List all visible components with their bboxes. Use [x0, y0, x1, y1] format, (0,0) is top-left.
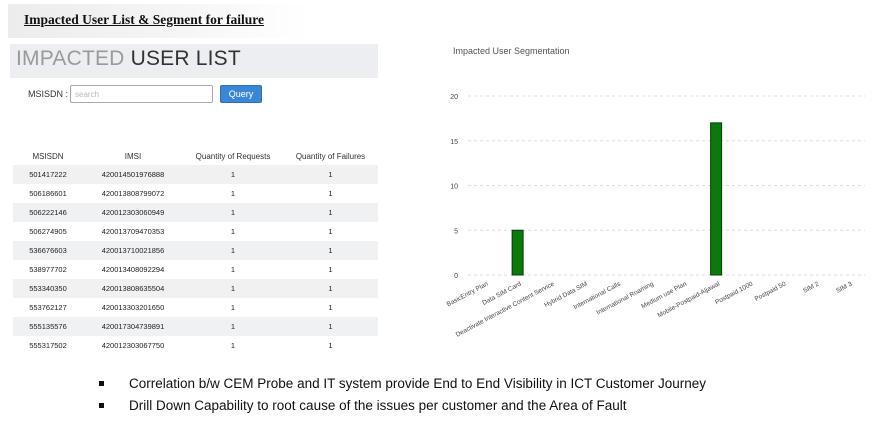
- user-list-title: IMPACTED USER LIST: [16, 47, 241, 71]
- cell-imsi: 420012303067750: [83, 336, 183, 355]
- cell-failures: 1: [283, 298, 378, 317]
- x-tick-label: SIM 2: [802, 280, 821, 294]
- table-row[interactable]: 506222146 420012303060949 1 1: [13, 203, 378, 222]
- cell-imsi: 420017304739891: [83, 317, 183, 336]
- document-heading: Impacted User List & Segment for failure: [8, 4, 308, 38]
- bullet-list: Correlation b/w CEM Probe and IT system …: [96, 376, 706, 420]
- cell-msisdn: 555135576: [13, 317, 83, 336]
- column-header-requests[interactable]: Quantity of Requests: [195, 151, 271, 161]
- table-row[interactable]: 553340350 420013808635504 1 1: [13, 279, 378, 298]
- cell-imsi: 420013808635504: [83, 279, 183, 298]
- x-tick-label: Postpaid 50: [754, 280, 788, 302]
- y-tick-label: 20: [450, 94, 458, 101]
- cell-msisdn: 506186601: [13, 184, 83, 203]
- bullet-item: Drill Down Capability to root cause of t…: [96, 398, 706, 420]
- cell-failures: 1: [283, 336, 378, 355]
- cell-imsi: 420012303060949: [83, 203, 183, 222]
- cell-msisdn: 553762127: [13, 298, 83, 317]
- user-list-title-light: IMPACTED: [16, 47, 131, 70]
- table-header-row: MSISDN IMSI Quantity of Requests Quantit…: [13, 147, 378, 165]
- bullet-item: Correlation b/w CEM Probe and IT system …: [96, 376, 706, 398]
- cell-requests: 1: [183, 279, 283, 298]
- cell-failures: 1: [283, 184, 378, 203]
- cell-imsi: 420013408092294: [83, 260, 183, 279]
- cell-msisdn: 506222146: [13, 203, 83, 222]
- cell-requests: 1: [183, 165, 283, 184]
- cell-requests: 1: [183, 298, 283, 317]
- cell-failures: 1: [283, 317, 378, 336]
- bar[interactable]: [511, 229, 524, 276]
- cell-msisdn: 536676603: [13, 241, 83, 260]
- cell-requests: 1: [183, 336, 283, 355]
- cell-msisdn: 501417222: [13, 165, 83, 184]
- user-list-panel-header: IMPACTED USER LIST: [10, 44, 378, 78]
- cell-msisdn: 555317502: [13, 336, 83, 355]
- cell-msisdn: 553340350: [13, 279, 83, 298]
- cell-imsi: 420013709470353: [83, 222, 183, 241]
- cell-requests: 1: [183, 222, 283, 241]
- cell-failures: 1: [283, 260, 378, 279]
- cell-failures: 1: [283, 241, 378, 260]
- y-tick-label: 10: [450, 184, 458, 191]
- chart-title: Impacted User Segmentation: [453, 46, 570, 56]
- table-row[interactable]: 536676603 420013710021856 1 1: [13, 241, 378, 260]
- y-tick-label: 0: [454, 273, 458, 280]
- x-tick-label: International Roaming: [595, 280, 655, 316]
- y-tick-label: 15: [450, 139, 458, 146]
- bullet-marker: [99, 403, 104, 408]
- bar[interactable]: [710, 122, 723, 276]
- cell-msisdn: 506274905: [13, 222, 83, 241]
- impacted-user-table: MSISDN IMSI Quantity of Requests Quantit…: [13, 147, 378, 355]
- cell-failures: 1: [283, 279, 378, 298]
- y-tick-label: 5: [454, 228, 458, 235]
- table-row[interactable]: 501417222 420014501976888 1 1: [13, 165, 378, 184]
- x-tick-label: Postpaid 1000: [714, 280, 754, 306]
- msisdn-search-input[interactable]: [70, 85, 213, 103]
- bullet-text: Drill Down Capability to root cause of t…: [129, 398, 627, 413]
- bullet-text: Correlation b/w CEM Probe and IT system …: [129, 376, 706, 391]
- cell-failures: 1: [283, 165, 378, 184]
- column-header-imsi[interactable]: IMSI: [124, 151, 142, 161]
- cell-imsi: 420014501976888: [83, 165, 183, 184]
- cell-requests: 1: [183, 184, 283, 203]
- table-row[interactable]: 506186601 420013808799072 1 1: [13, 184, 378, 203]
- table-row[interactable]: 553762127 420013303201650 1 1: [13, 298, 378, 317]
- table-row[interactable]: 555135576 420017304739891 1 1: [13, 317, 378, 336]
- column-header-msisdn[interactable]: MSISDN: [32, 151, 64, 161]
- column-header-failures[interactable]: Quantity of Failures: [295, 151, 366, 161]
- msisdn-label: MSISDN :: [28, 89, 69, 99]
- x-tick-label: SIM 3: [835, 280, 854, 294]
- table-row[interactable]: 538977702 420013408092294 1 1: [13, 260, 378, 279]
- table-row[interactable]: 555317502 420012303067750 1 1: [13, 336, 378, 355]
- cell-imsi: 420013303201650: [83, 298, 183, 317]
- cell-failures: 1: [283, 222, 378, 241]
- cell-requests: 1: [183, 260, 283, 279]
- cell-msisdn: 538977702: [13, 260, 83, 279]
- bullet-marker: [99, 381, 104, 386]
- query-button[interactable]: Query: [220, 85, 262, 103]
- user-list-title-dark: USER LIST: [130, 47, 241, 70]
- cell-requests: 1: [183, 317, 283, 336]
- cell-imsi: 420013710021856: [83, 241, 183, 260]
- cell-requests: 1: [183, 203, 283, 222]
- x-tick-label: Mobile-Postpaid-Aljawal: [657, 280, 722, 319]
- cell-failures: 1: [283, 203, 378, 222]
- cell-requests: 1: [183, 241, 283, 260]
- cell-imsi: 420013808799072: [83, 184, 183, 203]
- table-row[interactable]: 506274905 420013709470353 1 1: [13, 222, 378, 241]
- document-heading-text: Impacted User List & Segment for failure: [24, 12, 264, 27]
